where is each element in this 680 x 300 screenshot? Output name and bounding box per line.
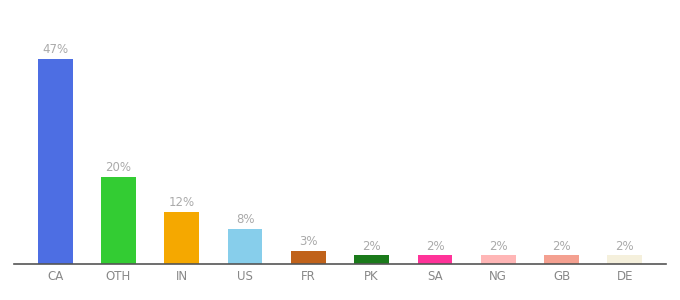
Bar	[354, 255, 389, 264]
Bar	[165, 212, 199, 264]
Text: 2%: 2%	[362, 240, 381, 253]
Bar	[544, 255, 579, 264]
Text: 8%: 8%	[236, 214, 254, 226]
Bar	[418, 255, 452, 264]
Bar	[607, 255, 642, 264]
Text: 47%: 47%	[42, 43, 68, 56]
Text: 2%: 2%	[489, 240, 507, 253]
Bar	[101, 177, 136, 264]
Text: 20%: 20%	[105, 161, 131, 174]
Text: 3%: 3%	[299, 235, 318, 248]
Bar	[38, 59, 73, 264]
Text: 2%: 2%	[552, 240, 571, 253]
Text: 2%: 2%	[615, 240, 634, 253]
Text: 12%: 12%	[169, 196, 195, 209]
Text: 2%: 2%	[426, 240, 444, 253]
Bar	[228, 229, 262, 264]
Bar	[481, 255, 515, 264]
Bar	[291, 251, 326, 264]
